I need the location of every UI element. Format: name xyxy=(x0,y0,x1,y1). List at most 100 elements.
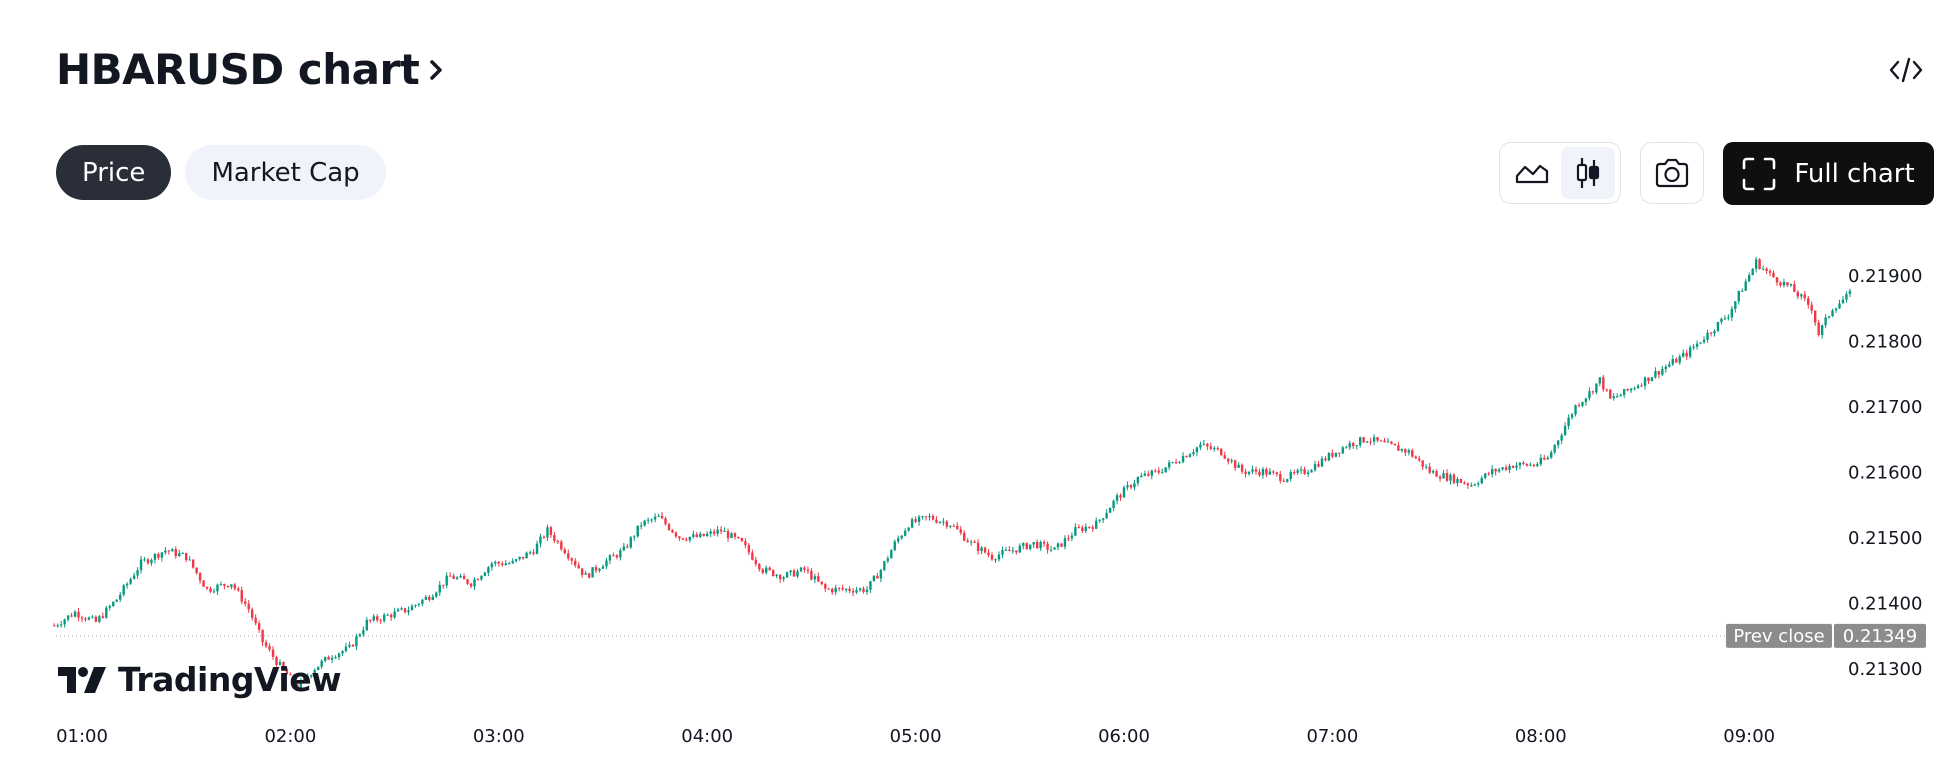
tab-price[interactable]: Price xyxy=(56,145,172,200)
candle xyxy=(851,587,855,597)
candle-body xyxy=(1404,449,1407,453)
candle xyxy=(928,513,931,521)
candle xyxy=(539,533,542,548)
candle-body xyxy=(834,587,837,593)
candles-chart-button[interactable] xyxy=(1561,147,1615,199)
embed-code-icon xyxy=(1889,57,1923,83)
candle-body xyxy=(1220,448,1223,456)
candle-body xyxy=(692,534,695,537)
candle xyxy=(167,549,171,555)
candle xyxy=(848,586,851,594)
full-chart-button[interactable]: Full chart xyxy=(1723,142,1934,205)
candle-body xyxy=(1227,458,1230,462)
candle-body xyxy=(1084,526,1087,532)
candle-body xyxy=(1341,447,1345,454)
area-chart-button[interactable] xyxy=(1505,147,1559,199)
candle xyxy=(1661,365,1664,377)
candle-body xyxy=(146,559,150,564)
candle-body xyxy=(723,531,726,533)
candle xyxy=(1463,480,1466,485)
candle xyxy=(1775,277,1779,286)
candle xyxy=(1261,467,1265,479)
candle-body xyxy=(323,656,327,661)
candle xyxy=(1258,468,1261,477)
candle xyxy=(466,578,469,586)
candle-body xyxy=(1022,543,1025,546)
candle-body xyxy=(619,550,622,558)
candle xyxy=(785,571,789,578)
candle-body xyxy=(1748,275,1751,282)
candle xyxy=(355,633,358,651)
candle-body xyxy=(1532,464,1536,466)
candle xyxy=(865,585,869,595)
time-tick-label: 08:00 xyxy=(1515,726,1567,747)
candle xyxy=(577,561,580,569)
candle xyxy=(1376,436,1379,443)
candle-body xyxy=(223,583,226,586)
candle xyxy=(414,604,417,608)
candle xyxy=(584,570,587,575)
candle-body xyxy=(601,566,605,569)
candle xyxy=(1539,454,1542,467)
candle-body xyxy=(660,515,664,519)
candle xyxy=(1761,265,1765,271)
candle-body xyxy=(1546,457,1549,460)
candle xyxy=(1675,357,1678,363)
candle xyxy=(612,552,615,557)
candle-body xyxy=(1150,470,1153,476)
candle xyxy=(452,573,455,580)
candle-body xyxy=(282,661,285,669)
candle xyxy=(1015,550,1018,555)
candle xyxy=(1042,539,1046,547)
candle xyxy=(1268,467,1272,475)
candle xyxy=(1442,469,1445,479)
candle-body xyxy=(480,575,483,580)
candle-body xyxy=(1331,452,1334,457)
candle-body xyxy=(1529,464,1532,466)
candle xyxy=(1723,315,1727,320)
candle-body xyxy=(664,518,667,525)
candle-body xyxy=(726,531,730,538)
candle-body xyxy=(716,529,719,534)
candle xyxy=(1827,315,1831,319)
candle xyxy=(664,516,667,526)
candle xyxy=(1095,517,1098,530)
candle xyxy=(1421,460,1424,471)
candle xyxy=(119,592,122,603)
candle-body xyxy=(768,567,771,570)
candle xyxy=(1730,306,1734,322)
candle xyxy=(740,537,744,542)
candle xyxy=(514,558,518,563)
candle-body xyxy=(525,552,528,559)
candle xyxy=(1577,402,1581,408)
candle-body xyxy=(1181,456,1185,463)
candle-body xyxy=(355,636,358,647)
candle-body xyxy=(70,615,73,617)
chart-title[interactable]: HBARUSD chart xyxy=(56,42,443,98)
candle-body xyxy=(574,560,577,566)
candle xyxy=(1424,464,1428,470)
candle xyxy=(754,556,758,567)
snapshot-button[interactable] xyxy=(1640,142,1704,204)
candle-body xyxy=(1796,291,1800,297)
candle-body xyxy=(153,553,157,560)
candle-body xyxy=(855,590,858,593)
candle-body xyxy=(1171,462,1174,464)
candle-body xyxy=(285,668,289,675)
tab-market-cap[interactable]: Market Cap xyxy=(185,145,386,200)
candle-body xyxy=(893,541,896,551)
candle-body xyxy=(1490,468,1494,475)
candle-body xyxy=(1622,389,1626,395)
candle-body xyxy=(1258,471,1261,476)
candle xyxy=(747,543,751,556)
candle-body xyxy=(372,616,375,621)
candle-body xyxy=(139,559,143,571)
candle xyxy=(535,540,539,555)
tradingview-logo[interactable]: TradingView xyxy=(58,660,342,699)
candle xyxy=(417,603,421,608)
candle xyxy=(1678,354,1681,365)
embed-code-button[interactable] xyxy=(1886,50,1926,90)
candle xyxy=(330,654,334,664)
candle-body xyxy=(1501,467,1504,470)
